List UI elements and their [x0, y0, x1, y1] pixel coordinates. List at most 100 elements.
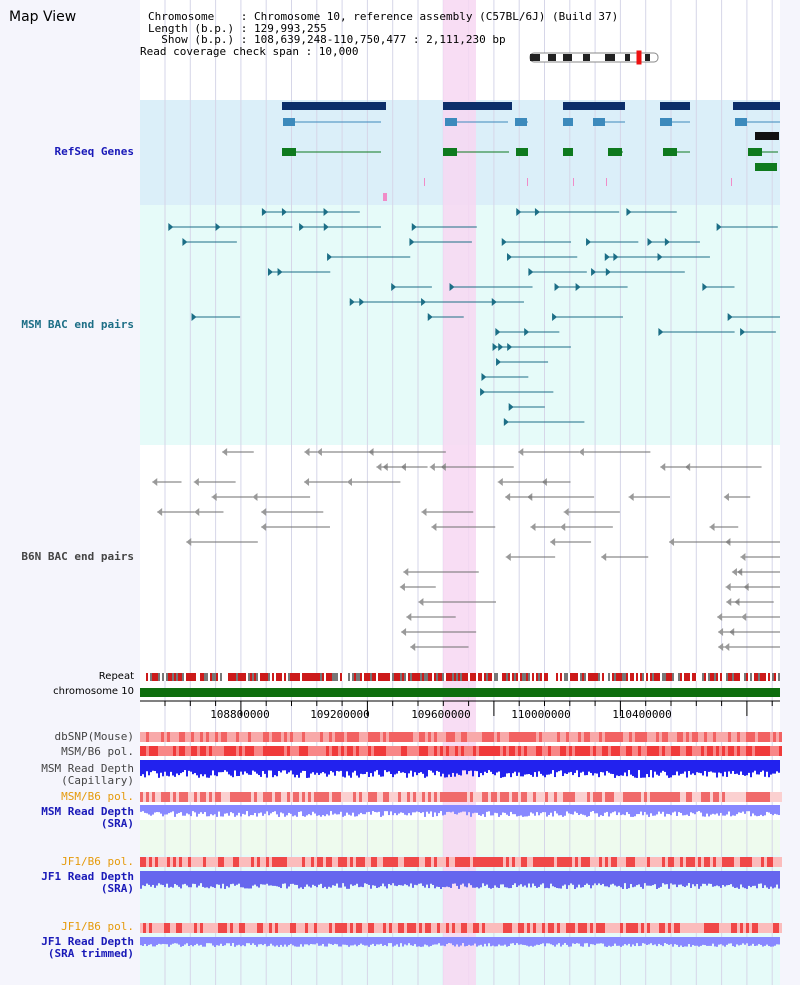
jf1-depth-bar: [486, 871, 488, 885]
jf1-pol-cell: [161, 857, 164, 867]
b6n-bac-end: [718, 643, 724, 651]
jf1-depth-bar: [260, 871, 262, 885]
msm-depth-sra-bar: [504, 805, 506, 813]
repeat-segment: [576, 673, 578, 681]
repeat-segment: [148, 673, 150, 681]
msm-depth-cap-bar: [156, 760, 158, 774]
jf1-pol-cell: [713, 857, 716, 867]
jf1-depth2-bar: [650, 937, 652, 944]
msm-pol-cell: [452, 746, 455, 756]
msm-depth-sra-bar: [174, 805, 176, 817]
jf1-pol2-cell: [374, 923, 377, 933]
msm-depth-cap-bar: [424, 760, 426, 778]
msm-pol-cell: [149, 746, 152, 756]
msm-depth-cap-bar: [462, 760, 464, 771]
repeat-segment: [392, 673, 394, 681]
track-label-b6n-bac[interactable]: B6N BAC end pairs: [21, 550, 134, 563]
jf1-depth-bar: [480, 871, 482, 888]
msm-depth-cap-bar: [308, 760, 310, 778]
msm-depth-cap-bar: [208, 760, 210, 778]
repeat-segment: [382, 673, 384, 681]
jf1-depth2-bar: [476, 937, 478, 947]
jf1-pol-cell: [305, 857, 308, 867]
jf1-pol-cell: [656, 857, 659, 867]
msm-pol2-cell: [473, 792, 476, 802]
msm-depth-sra-bar: [240, 805, 242, 817]
msm-pol-cell: [746, 746, 749, 756]
msm-depth-cap-bar: [438, 760, 440, 772]
msm-pol-cell: [380, 746, 383, 756]
dbsnp-cell: [188, 732, 191, 742]
jf1-pol-cell: [422, 857, 425, 867]
jf1-depth-bar: [428, 871, 430, 889]
repeat-segment: [450, 673, 452, 681]
jf1-depth-bar: [430, 871, 432, 884]
repeat-segment: [278, 673, 280, 681]
jf1-depth2-bar: [668, 937, 670, 945]
jf1-depth2-bar: [526, 937, 528, 946]
msm-depth-cap-bar: [482, 760, 484, 776]
jf1-pol-cell: [323, 857, 326, 867]
msm-bac-end: [215, 223, 221, 231]
msm-pol-cell: [632, 746, 635, 756]
dbsnp-cell: [239, 732, 242, 742]
msm-depth-sra-bar: [200, 805, 202, 813]
msm-depth-cap-bar: [490, 760, 492, 772]
msm-pol-cell: [752, 746, 755, 756]
msm-depth-cap-bar: [248, 760, 250, 775]
msm-bac-end: [702, 283, 708, 291]
msm-depth-sra-bar: [250, 805, 252, 816]
jf1-pol2-cell: [536, 923, 539, 933]
repeat-segment: [466, 673, 468, 681]
repeat-segment: [212, 673, 214, 681]
msm-depth-cap-bar: [460, 760, 462, 776]
jf1-depth2-bar: [604, 937, 606, 947]
msm-depth-sra-bar: [522, 805, 524, 817]
msm-bac-end: [501, 238, 507, 246]
msm-depth-cap-bar: [700, 760, 702, 774]
msm-depth-cap-bar: [140, 760, 142, 776]
dbsnp-cell: [167, 732, 170, 742]
msm-pol2-cell: [476, 792, 479, 802]
repeat-segment: [192, 673, 194, 681]
jf1-depth2-bar: [530, 937, 532, 946]
jf1-depth2-bar: [754, 937, 756, 946]
repeat-segment: [552, 673, 554, 681]
msm-depth-cap-bar: [458, 760, 460, 775]
dbsnp-cell: [581, 732, 584, 742]
repeat-segment: [436, 673, 438, 681]
msm-pol-cell: [551, 746, 554, 756]
dbsnp-cell: [428, 732, 431, 742]
repeat-segment: [324, 673, 326, 681]
jf1-depth2-bar: [718, 937, 720, 945]
repeat-segment: [486, 673, 488, 681]
dbsnp-cell: [656, 732, 659, 742]
msm-depth-sra-bar: [160, 805, 162, 814]
msm-depth-cap-bar: [216, 760, 218, 777]
jf1-pol2-cell: [233, 923, 236, 933]
repeat-segment: [490, 673, 492, 681]
msm-pol2-cell: [539, 792, 542, 802]
msm-depth-sra-bar: [524, 805, 526, 817]
jf1-pol-cell: [452, 857, 455, 867]
msm-pol2-cell: [374, 792, 377, 802]
repeat-segment: [556, 673, 558, 681]
msm-pol-cell: [743, 746, 746, 756]
msm-depth-sra-bar: [670, 805, 672, 816]
jf1-pol2-cell: [659, 923, 662, 933]
msm-depth-sra-bar: [638, 805, 640, 815]
repeat-segment: [644, 673, 646, 681]
track-label-msm-bac[interactable]: MSM BAC end pairs: [21, 318, 134, 331]
jf1-pol-cell: [491, 857, 494, 867]
msm-pol-cell: [236, 746, 239, 756]
jf1-depth-bar: [446, 871, 448, 887]
jf1-pol-cell: [398, 857, 401, 867]
track-label-refseq[interactable]: RefSeq Genes: [54, 145, 134, 158]
msm-depth-cap-bar: [406, 760, 408, 778]
repeat-segment: [482, 673, 484, 681]
jf1-pol2-cell: [191, 923, 194, 933]
jf1-depth-bar: [222, 871, 224, 884]
jf1-pol-cell: [281, 857, 284, 867]
msm-depth-cap-bar: [754, 760, 756, 771]
